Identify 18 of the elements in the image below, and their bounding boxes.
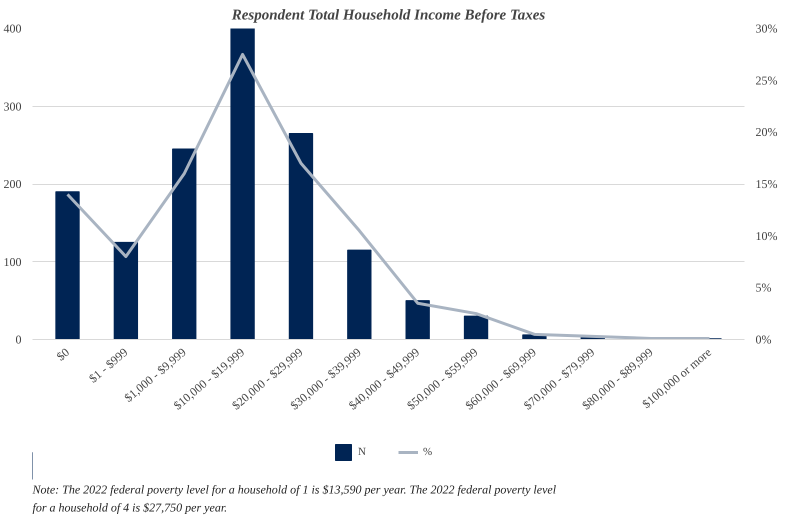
y2-tick-label: 10%: [756, 228, 778, 243]
text: Note: The 2022 federal poverty level for a household of 1 is $13,590 per year. The 2022 federal poverty level for a household of 4 is $27,750 per year.: [32, 482, 557, 514]
x-tick-label: $1 - $999: [86, 345, 130, 386]
y2-tick-label: 30%: [756, 22, 778, 36]
y2-tick-label: 20%: [756, 125, 778, 140]
x-tick-label: $0: [54, 345, 72, 364]
legend-label: N: [358, 446, 367, 458]
y2-tick-label: 0%: [756, 332, 772, 346]
y2-tick-label: 25%: [756, 73, 778, 88]
y-tick-label: 100: [4, 254, 22, 269]
y2-tick-label: 5%: [756, 280, 772, 295]
y-tick-label: 400: [4, 22, 22, 36]
y-tick-label: 200: [4, 177, 22, 191]
y-tick-label: 300: [4, 99, 22, 114]
y-tick-label: 0: [16, 332, 22, 346]
y2-tick-label: 15%: [756, 177, 778, 191]
chart-title: Respondent Total Household Income Before Taxes: [230, 8, 546, 24]
legend-label: %: [423, 446, 434, 458]
